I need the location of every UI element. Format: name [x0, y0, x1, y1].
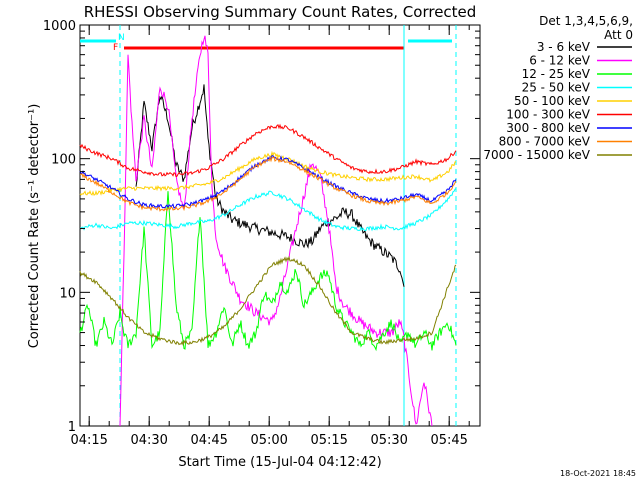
plot-area: NF 1 10 100 1000 04:15 04:30 04:45 05:00 05:15 05… — [43, 19, 481, 448]
series-line-8 — [80, 156, 457, 212]
x-tick-label: 05:45 — [430, 433, 467, 448]
series-line-5 — [79, 150, 457, 196]
y-tick-label: 1000 — [43, 19, 76, 34]
series-line-2 — [119, 35, 433, 427]
x-tick-label: 05:30 — [370, 433, 407, 448]
series-line-6 — [79, 123, 457, 178]
legend-label: 7000 - 15000 keV — [483, 148, 590, 162]
footer-date: 18-Oct-2021 18:45 — [560, 469, 636, 478]
series-line-9 — [79, 255, 457, 347]
x-tick-label: 04:30 — [130, 433, 167, 448]
legend-label: 6 - 12 keV — [529, 54, 591, 68]
legend-label: 3 - 6 keV — [537, 40, 591, 54]
legend-label: 100 - 300 keV — [506, 108, 590, 122]
y-axis-label: Corrected Count Rate (s⁻¹ detector⁻¹) — [27, 104, 42, 349]
legend-label: 800 - 7000 keV — [499, 135, 591, 149]
x-tick-label: 05:00 — [250, 433, 287, 448]
chart-title: RHESSI Observing Summary Count Rates, Co… — [84, 3, 477, 21]
series-line-3 — [79, 191, 457, 352]
flag-label-n: N — [118, 33, 125, 43]
flags-layer: NF — [80, 33, 452, 53]
y-tick-label: 10 — [59, 286, 76, 301]
legend-header-line-2: Att 0 — [604, 28, 633, 42]
series-layer — [79, 35, 457, 427]
flag-label-f: F — [113, 43, 118, 53]
x-tick-label: 04:45 — [190, 433, 227, 448]
x-tick-label: 05:15 — [310, 433, 347, 448]
series-line-4 — [79, 187, 457, 232]
plot-frame — [79, 24, 481, 427]
legend-label: 300 - 800 keV — [506, 121, 590, 135]
axes-layer: 1 10 100 1000 04:15 04:30 04:45 05:00 05:15 05:30… — [43, 19, 480, 448]
x-tick-label: 04:15 — [70, 433, 107, 448]
y-tick-label: 1 — [68, 420, 76, 435]
x-axis-label: Start Time (15-Jul-04 04:12:42) — [178, 455, 381, 470]
series-line-1 — [135, 84, 405, 287]
series-line-7 — [79, 155, 457, 210]
legend-label: 12 - 25 keV — [522, 67, 591, 81]
legend-header-line-1: Det 1,3,4,5,6,9, — [539, 14, 633, 28]
legend-label: 50 - 100 keV — [514, 94, 591, 108]
y-tick-label: 100 — [51, 153, 76, 168]
legend-label: 25 - 50 keV — [522, 81, 591, 95]
